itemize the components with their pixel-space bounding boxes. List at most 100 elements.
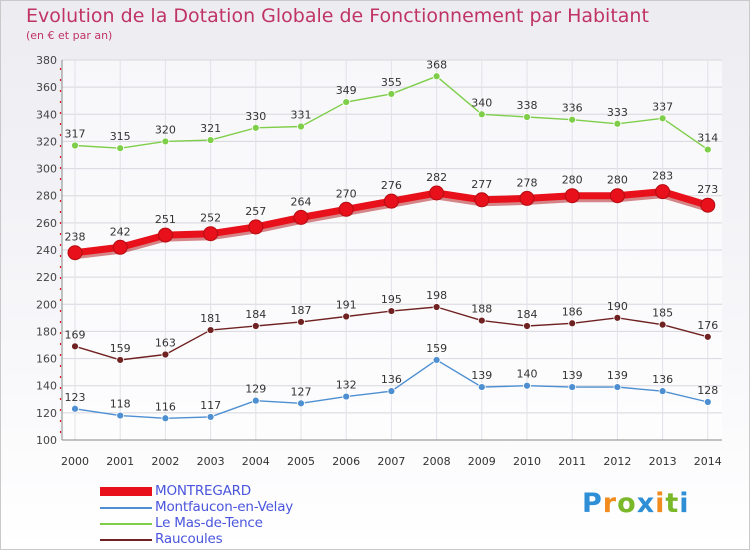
data-label: 330 [245, 110, 266, 123]
chart-title: Evolution de la Dotation Globale de Fonc… [26, 5, 649, 27]
data-label: 242 [110, 225, 131, 238]
data-label: 184 [245, 308, 266, 321]
data-point [523, 381, 531, 390]
data-point [116, 144, 125, 153]
data-label: 314 [697, 132, 718, 145]
chart-subtitle: (en € et par an) [26, 29, 113, 42]
data-label: 132 [336, 379, 357, 392]
legend-label-montfaucon: Montfaucon-en-Velay [155, 499, 294, 515]
data-point [477, 383, 486, 391]
data-point [613, 119, 622, 128]
data-label: 315 [110, 130, 131, 143]
data-label: 136 [381, 373, 402, 386]
y-tick-label: 280 [36, 190, 57, 203]
y-tick-label: 380 [36, 54, 57, 67]
data-point [251, 322, 260, 330]
data-label: 181 [200, 312, 221, 325]
data-point [206, 136, 215, 144]
data-point [71, 141, 79, 150]
data-point [432, 356, 441, 364]
data-point [655, 184, 671, 200]
data-point [523, 322, 531, 330]
logo-letter: i [655, 488, 666, 519]
data-point [71, 342, 79, 351]
data-point [429, 185, 445, 201]
data-point [568, 319, 577, 328]
x-tick-label: 2013 [649, 455, 677, 468]
data-point [67, 245, 83, 261]
data-label: 333 [607, 106, 628, 119]
data-label: 238 [65, 231, 86, 244]
logo-letter: t [665, 488, 680, 519]
data-point [703, 332, 712, 341]
x-tick-label: 2009 [468, 455, 496, 468]
data-point [474, 192, 490, 208]
data-point [116, 411, 125, 420]
data-point [658, 320, 667, 329]
data-point [387, 387, 396, 396]
data-label: 270 [336, 187, 357, 200]
x-tick-label: 2008 [423, 455, 451, 468]
data-label: 280 [562, 174, 583, 187]
data-point [383, 193, 399, 209]
x-tick-label: 2004 [242, 455, 270, 468]
data-point [342, 98, 351, 106]
x-tick-label: 2006 [332, 455, 360, 468]
data-point [293, 209, 309, 225]
y-tick-label: 260 [36, 217, 57, 230]
y-tick-label: 160 [36, 353, 57, 366]
data-label: 116 [155, 400, 176, 413]
data-label: 273 [697, 183, 718, 196]
x-tick-label: 2005 [287, 455, 315, 468]
legend-item-raucoules: Raucoules [100, 531, 360, 548]
y-tick-label: 200 [36, 298, 57, 311]
data-label: 257 [245, 205, 266, 218]
data-label: 159 [110, 342, 131, 355]
data-point [297, 399, 305, 408]
data-label: 280 [607, 174, 628, 187]
data-label: 320 [155, 123, 176, 136]
data-label: 264 [291, 195, 312, 208]
data-point [387, 90, 396, 98]
data-label: 139 [607, 369, 628, 382]
x-tick-label: 2001 [106, 455, 134, 468]
data-label: 188 [471, 303, 492, 316]
data-label: 139 [471, 369, 492, 382]
data-point [700, 197, 716, 213]
x-tick-label: 2011 [558, 455, 586, 468]
data-point [613, 313, 622, 322]
data-point [297, 318, 305, 326]
data-label: 282 [426, 171, 447, 184]
data-label: 140 [517, 368, 538, 381]
data-label: 278 [517, 176, 538, 189]
data-label: 337 [652, 100, 673, 113]
y-tick-label: 340 [36, 108, 57, 121]
legend-label-le-mas-de-tence: Le Mas-de-Tence [155, 515, 263, 531]
data-label: 198 [426, 289, 447, 302]
x-tick-label: 2002 [151, 455, 179, 468]
data-point [564, 188, 580, 204]
data-label: 368 [426, 58, 447, 71]
data-point [338, 201, 354, 217]
x-tick-label: 2012 [603, 455, 631, 468]
data-point [342, 312, 351, 321]
legend-swatch-raucoules [100, 539, 152, 541]
data-point [116, 356, 125, 364]
y-tick-label: 360 [36, 81, 57, 94]
data-point [161, 414, 170, 423]
data-point [157, 227, 173, 243]
data-label: 118 [110, 398, 131, 411]
data-label: 276 [381, 179, 402, 192]
data-label: 128 [697, 384, 718, 397]
data-label: 185 [652, 307, 673, 320]
data-label: 129 [245, 383, 266, 396]
data-point [248, 219, 264, 235]
data-label: 251 [155, 213, 176, 226]
data-point [432, 72, 441, 81]
data-point [251, 396, 260, 405]
x-tick-label: 2003 [197, 455, 225, 468]
data-point [206, 413, 215, 421]
data-point [203, 226, 219, 242]
legend-label-raucoules: Raucoules [155, 531, 223, 547]
data-label: 277 [471, 178, 492, 191]
